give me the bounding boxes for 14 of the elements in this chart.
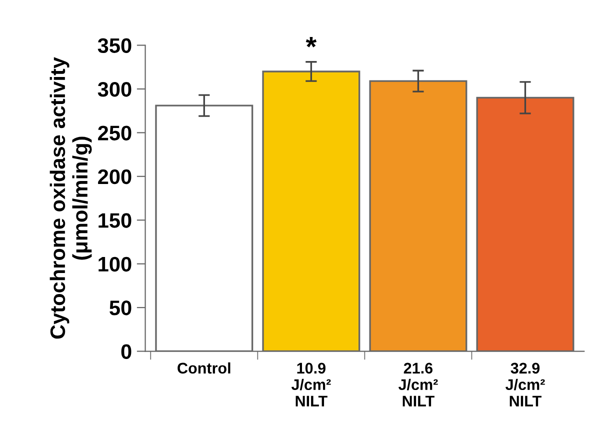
y-tick-label: 200 xyxy=(98,169,132,184)
annotation: * xyxy=(306,36,317,48)
y-axis-title: Cytochrome oxidase activity (μmol/min/g) xyxy=(50,57,92,339)
y-tick-label: 150 xyxy=(98,213,132,228)
y-tick-label: 300 xyxy=(98,82,132,97)
y-tick-label: 350 xyxy=(98,38,132,54)
x-tick-label: 21.6 J/cm² NILT xyxy=(398,362,438,406)
x-tick-label: 32.9 J/cm² NILT xyxy=(506,362,545,406)
x-tick-label: 10.9 J/cm² NILT xyxy=(291,362,331,406)
y-tick-label: 50 xyxy=(110,300,132,316)
x-tick-label: Control xyxy=(178,362,230,374)
y-tick-label: 250 xyxy=(98,126,132,140)
y-tick-label: 0 xyxy=(121,344,132,360)
y-tick-label: 100 xyxy=(98,256,132,272)
